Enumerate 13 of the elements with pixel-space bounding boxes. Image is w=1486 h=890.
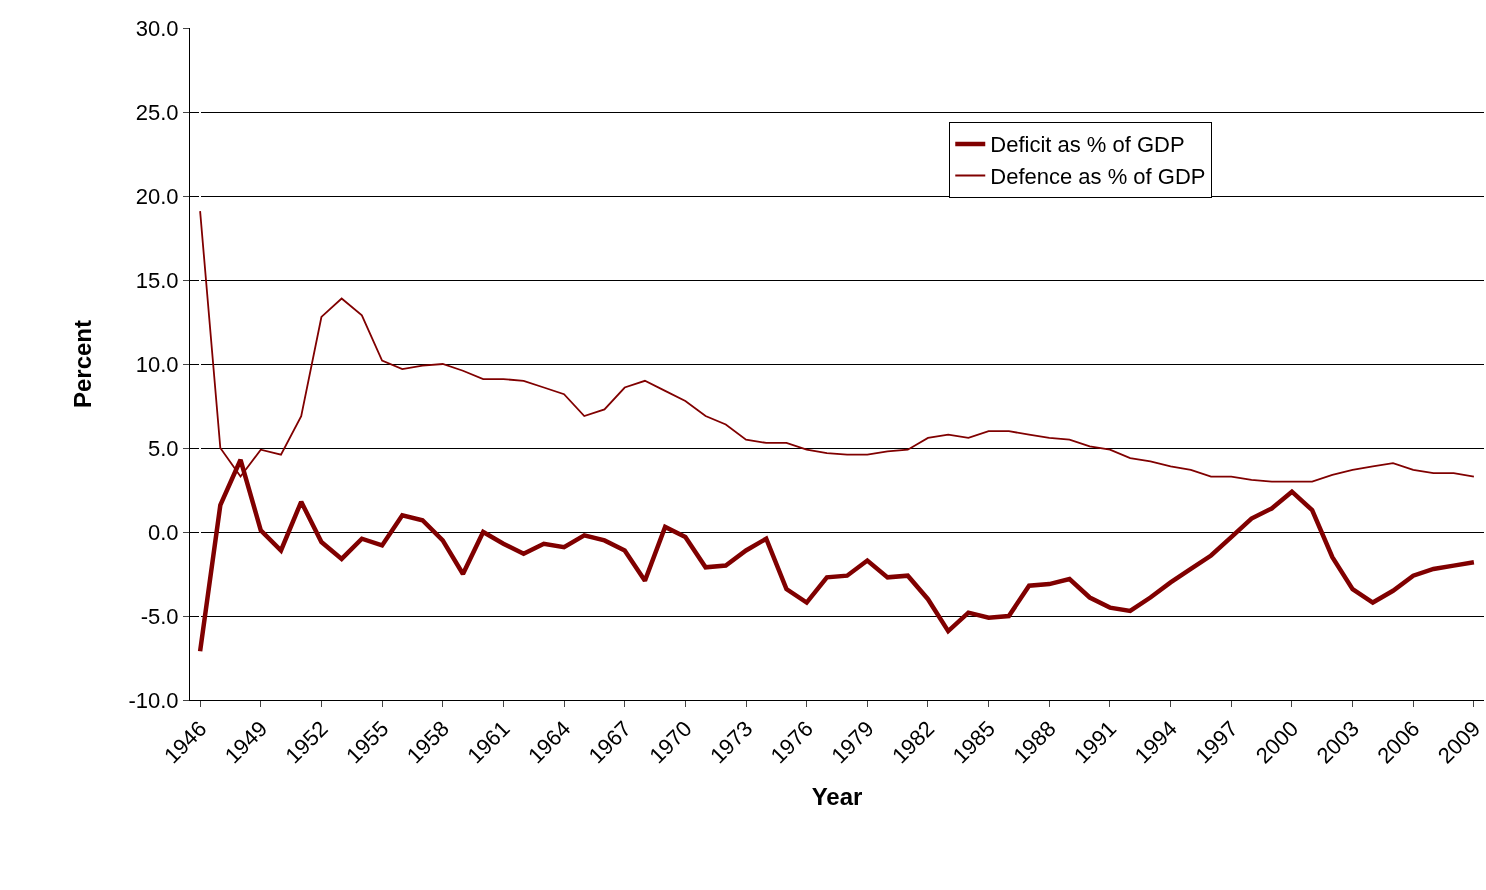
y-tick-label: -10.0 bbox=[128, 687, 179, 713]
y-tick-label: 5.0 bbox=[148, 435, 179, 461]
y-tick-label: 25.0 bbox=[135, 99, 179, 125]
y-tick-label: -5.0 bbox=[140, 603, 179, 629]
y-tick-label: 30.0 bbox=[135, 15, 179, 41]
legend-label: Defence as % of GDP bbox=[990, 164, 1206, 190]
y-axis-title: Percent bbox=[68, 319, 96, 409]
y-tick-label: 10.0 bbox=[135, 351, 179, 377]
y-tick-label: 0.0 bbox=[148, 519, 179, 545]
legend-label: Deficit as % of GDP bbox=[990, 132, 1185, 158]
y-tick-label: 20.0 bbox=[135, 183, 179, 209]
y-tick-label: 15.0 bbox=[135, 267, 179, 293]
x-axis-title: Year bbox=[811, 782, 863, 810]
